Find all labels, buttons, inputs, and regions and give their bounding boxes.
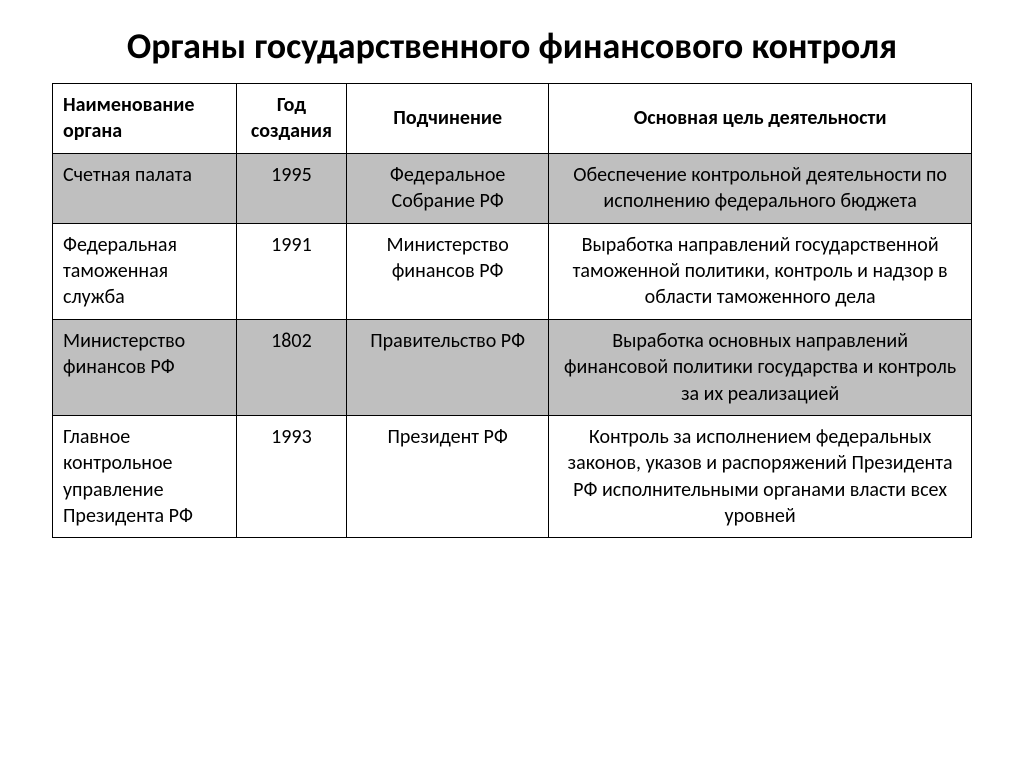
table-cell: Правительство РФ — [347, 319, 549, 415]
col-header-name: Наименование органа — [53, 84, 237, 154]
table-cell: Министерство финансов РФ — [347, 223, 549, 319]
col-header-subordination: Подчинение — [347, 84, 549, 154]
page-title: Органы государственного финансового конт… — [52, 24, 972, 69]
table-cell: 1993 — [236, 415, 346, 538]
table-row: Федеральная таможенная служба1991Министе… — [53, 223, 972, 319]
col-header-purpose: Основная цель деятельности — [549, 84, 972, 154]
table-cell: Министерство финансов РФ — [53, 319, 237, 415]
table-cell: Выработка направлений государственной та… — [549, 223, 972, 319]
organs-table: Наименование органа Год создания Подчине… — [52, 83, 972, 538]
table-header-row: Наименование органа Год создания Подчине… — [53, 84, 972, 154]
table-cell: Обеспечение контрольной деятельности по … — [549, 153, 972, 223]
table-row: Счетная палата1995Федеральное Собрание Р… — [53, 153, 972, 223]
table-cell: 1995 — [236, 153, 346, 223]
table-cell: Президент РФ — [347, 415, 549, 538]
table-cell: Федеральная таможенная служба — [53, 223, 237, 319]
table-cell: Главное контрольное управление Президент… — [53, 415, 237, 538]
table-row: Главное контрольное управление Президент… — [53, 415, 972, 538]
table-cell: Счетная палата — [53, 153, 237, 223]
table-cell: Выработка основных направлений финансово… — [549, 319, 972, 415]
col-header-year: Год создания — [236, 84, 346, 154]
table-body: Счетная палата1995Федеральное Собрание Р… — [53, 153, 972, 538]
table-cell: Контроль за исполнением федеральных зако… — [549, 415, 972, 538]
table-row: Министерство финансов РФ1802Правительств… — [53, 319, 972, 415]
table-cell: 1802 — [236, 319, 346, 415]
table-cell: Федеральное Собрание РФ — [347, 153, 549, 223]
table-cell: 1991 — [236, 223, 346, 319]
